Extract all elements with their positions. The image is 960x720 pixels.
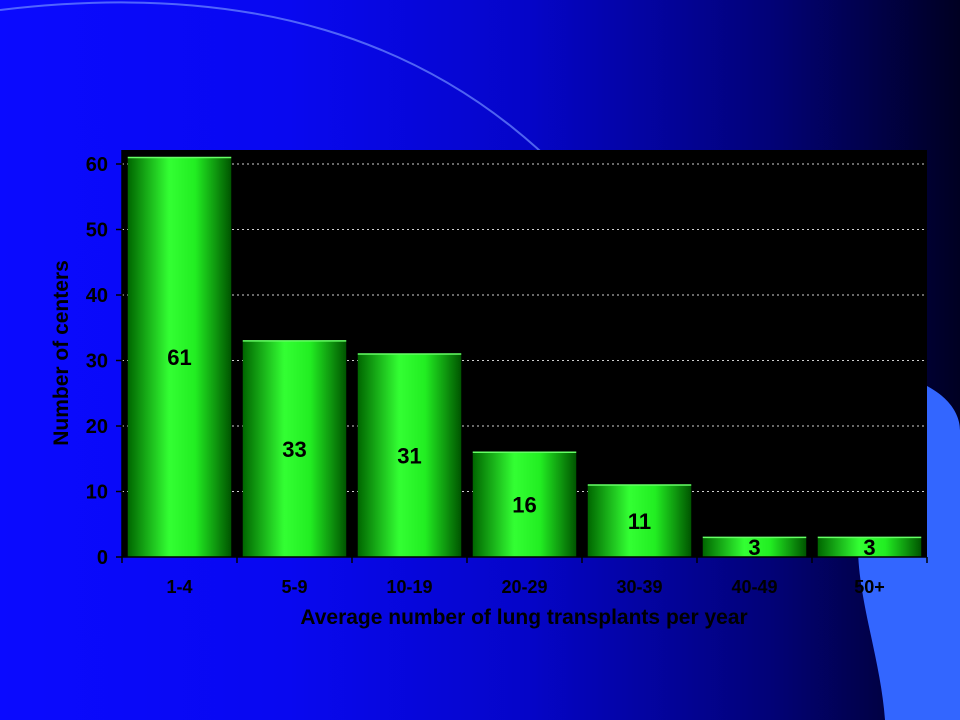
data-label: 31 <box>397 443 421 468</box>
y-axis-title: Number of centers <box>50 260 73 446</box>
y-tick-label: 30 <box>86 351 108 373</box>
bar-1-4 <box>127 157 232 557</box>
slide-decorative-arc <box>0 1 561 171</box>
y-tick-label: 60 <box>86 154 108 176</box>
bar-20-29 <box>472 452 577 557</box>
x-axis-ticks: 1-4 5-9 10-19 20-29 30-39 40-49 50+ <box>121 557 928 597</box>
data-label: 3 <box>748 535 760 560</box>
y-tick-label: 50 <box>86 220 108 242</box>
y-tick-label: 20 <box>86 416 108 438</box>
gridlines <box>122 163 927 492</box>
bars <box>127 156 922 557</box>
data-label: 33 <box>282 437 306 462</box>
data-label: 16 <box>512 493 536 518</box>
data-label: 61 <box>167 345 191 370</box>
y-axis-ticks: 0 10 20 30 40 50 60 <box>86 154 122 569</box>
x-tick-label: 5-9 <box>281 577 307 597</box>
x-axis-title: Average number of lung transplants per y… <box>300 606 747 629</box>
data-label: 11 <box>628 509 651 534</box>
x-tick-label: 10-19 <box>386 577 432 597</box>
bar-30-39 <box>587 484 692 557</box>
y-tick-label: 10 <box>86 482 108 504</box>
x-tick-label: 50+ <box>854 577 885 597</box>
bar-10-19 <box>357 353 462 557</box>
x-tick-label: 1-4 <box>166 577 192 597</box>
bar-40-49 <box>702 537 807 557</box>
y-tick-label: 40 <box>86 285 108 307</box>
y-tick-label: 0 <box>97 547 108 569</box>
x-tick-label: 30-39 <box>616 577 662 597</box>
x-tick-label: 20-29 <box>501 577 547 597</box>
data-label: 3 <box>863 535 875 560</box>
x-tick-label: 40-49 <box>731 577 777 597</box>
bar-50+ <box>817 537 922 557</box>
bar-5-9 <box>242 340 347 557</box>
